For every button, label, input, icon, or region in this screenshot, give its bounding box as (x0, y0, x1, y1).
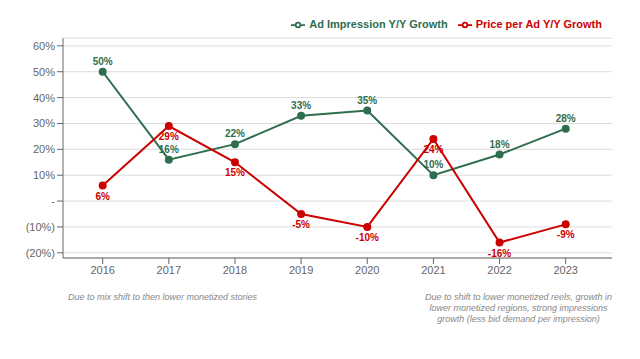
svg-text:50%: 50% (93, 56, 113, 67)
html-text:Price per Ad Y/Y Growth: Price per Ad Y/Y Growth (475, 18, 602, 30)
svg-text:18%: 18% (490, 139, 510, 150)
svg-text:2016: 2016 (90, 264, 114, 276)
svg-text:6%: 6% (95, 191, 110, 202)
html-text:Ad Impression Y/Y Growth: Ad Impression Y/Y Growth (309, 18, 448, 30)
svg-text:-9%: -9% (557, 229, 575, 240)
svg-text:24%: 24% (423, 144, 443, 155)
svg-text:2022: 2022 (487, 264, 511, 276)
svg-text:2019: 2019 (289, 264, 313, 276)
svg-text:2017: 2017 (157, 264, 181, 276)
svg-text:2021: 2021 (421, 264, 445, 276)
svg-text:10%: 10% (33, 169, 55, 181)
svg-text:2018: 2018 (223, 264, 247, 276)
svg-text:(10%): (10%) (26, 221, 55, 233)
svg-text:20%: 20% (33, 143, 55, 155)
svg-text:40%: 40% (33, 92, 55, 104)
svg-text:22%: 22% (225, 128, 245, 139)
svg-text:16%: 16% (159, 144, 179, 155)
svg-text:33%: 33% (291, 100, 311, 111)
svg-text:(20%): (20%) (26, 247, 55, 259)
svg-text:10%: 10% (423, 159, 443, 170)
svg-text:29%: 29% (159, 131, 179, 142)
svg-text:50%: 50% (33, 66, 55, 78)
svg-text:-16%: -16% (488, 248, 511, 259)
svg-text:15%: 15% (225, 167, 245, 178)
html-text:Due to shift to lower monetize: Due to shift to lower monetized reels, g… (424, 292, 612, 324)
svg-text:35%: 35% (357, 95, 377, 106)
html-text:Due to mix shift to then lower: Due to mix shift to then lower monetized… (68, 292, 258, 302)
svg-text:60%: 60% (33, 40, 55, 52)
svg-text:-10%: -10% (356, 232, 379, 243)
svg-text:-: - (51, 195, 55, 207)
svg-text:28%: 28% (556, 113, 576, 124)
svg-text:2023: 2023 (553, 264, 577, 276)
svg-text:-5%: -5% (292, 219, 310, 230)
svg-text:30%: 30% (33, 117, 55, 129)
svg-text:2020: 2020 (355, 264, 379, 276)
